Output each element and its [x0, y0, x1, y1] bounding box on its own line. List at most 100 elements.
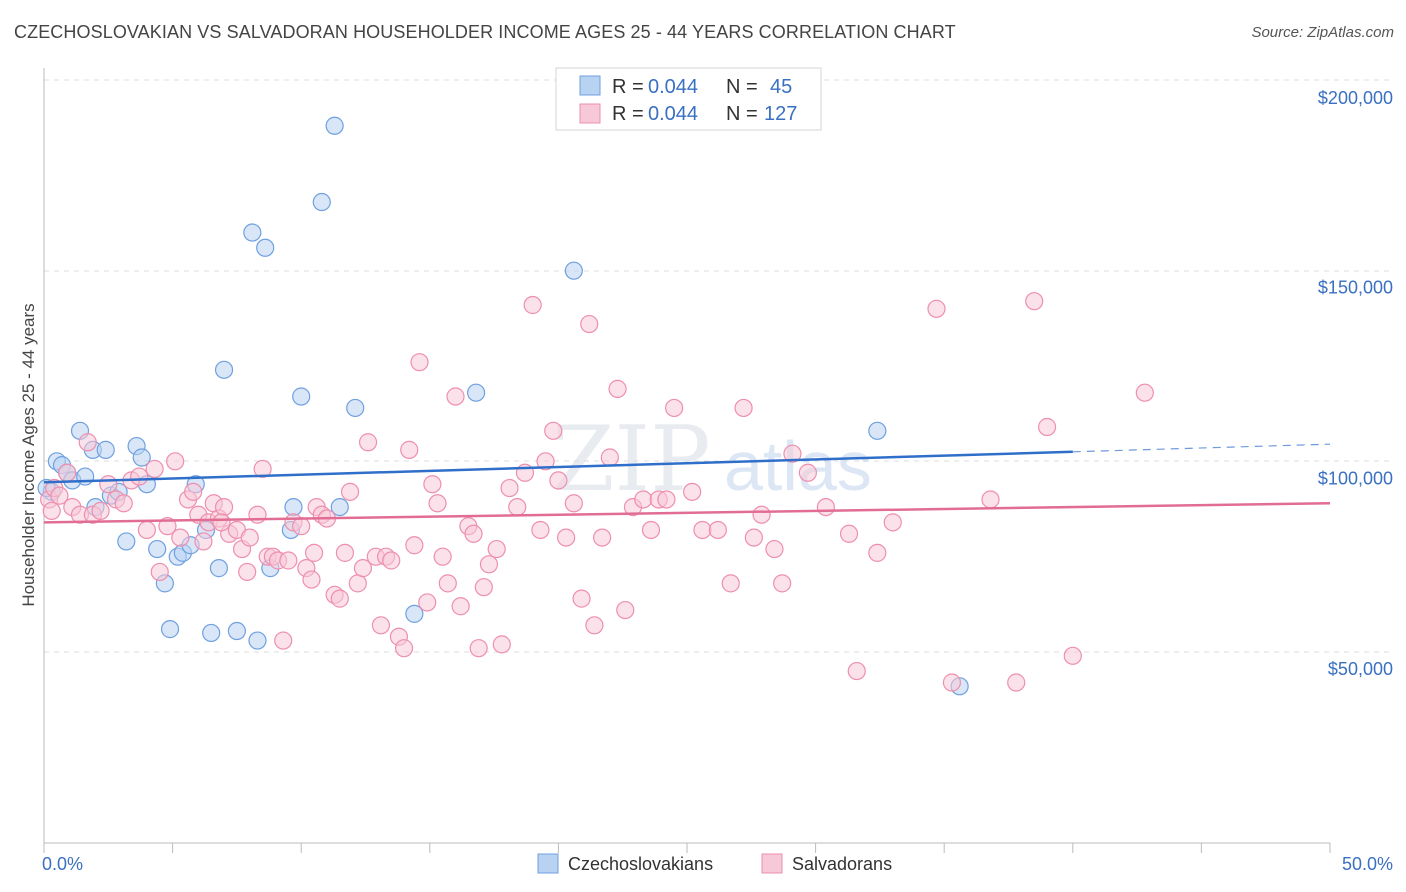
czechoslovakian-point-26 — [214, 360, 234, 379]
czechoslovakian-point-14 — [132, 448, 151, 467]
czechoslovakian-point-9 — [96, 440, 115, 459]
salvadoran-point-84 — [549, 471, 568, 490]
salvadoran-point-66 — [433, 547, 452, 566]
salvadoran-point-48 — [330, 589, 349, 608]
czechoslovakian-point-6 — [76, 467, 95, 486]
salvadoran-point-75 — [487, 539, 506, 559]
salvadoran-point-8 — [91, 501, 110, 521]
salvadoran-point-72 — [469, 639, 488, 658]
salvadoran-point-6 — [78, 433, 97, 452]
czechoslovakian-point-18 — [160, 620, 180, 639]
czechoslovakian-point-12 — [117, 532, 136, 551]
salvadoran-point-85 — [557, 528, 576, 547]
salvadoran-point-43 — [302, 570, 321, 589]
czechoslovakian-point-39 — [405, 604, 424, 623]
salvadoran-point-101 — [693, 520, 712, 540]
legend-bottom: Czechoslovakians Salvadorans — [537, 853, 892, 874]
salvadoran-point-107 — [765, 539, 784, 559]
x-tick-label-max: 50.0% — [1342, 854, 1393, 874]
legend-r-label-0: R = — [612, 76, 644, 98]
salvadoran-point-73 — [474, 578, 493, 597]
salvadoran-point-53 — [358, 433, 378, 452]
bottom-legend-czechoslovakians: Czechoslovakians — [568, 854, 713, 874]
salvadoran-point-23 — [194, 532, 213, 551]
salvadoran-point-41 — [292, 517, 311, 536]
legend-n-label-1: N = — [726, 103, 758, 125]
salvadoran-point-55 — [371, 616, 391, 635]
axes — [43, 68, 1331, 853]
salvadoran-point-3 — [58, 463, 77, 482]
salvadoran-point-125 — [212, 513, 231, 532]
legend-n-label-0: N = — [726, 76, 758, 98]
czechoslovakian-point-38 — [346, 398, 365, 418]
y-tick-labels: $200,000 $150,000 $100,000 $50,000 — [1318, 88, 1393, 679]
salvadoran-point-102 — [708, 520, 727, 540]
legend-top: R = 0.044 N = 45 R = 0.044 N = 127 — [555, 67, 822, 131]
legend-r-value-0: 0.044 — [648, 76, 698, 98]
salvadoran-point-76 — [492, 635, 511, 654]
x-tick-label-min: 0.0% — [42, 854, 83, 874]
salvadoran-point-15 — [145, 459, 164, 479]
salvadoran-point-49 — [335, 543, 355, 562]
salvadoran-point-14 — [137, 520, 156, 540]
y-tick-label-2: $100,000 — [1318, 468, 1393, 488]
czechoslovakian-point-33 — [284, 497, 303, 517]
salvadoran-point-80 — [523, 295, 542, 315]
salvadoran-point-109 — [783, 444, 802, 463]
salvadoran-point-110 — [798, 463, 817, 482]
salvadoran-point-88 — [580, 314, 599, 334]
salvadoran-point-31 — [238, 562, 257, 582]
salvadoran-point-114 — [868, 543, 887, 562]
salvadoran-point-50 — [340, 482, 360, 501]
salvadoran-point-90 — [593, 528, 612, 547]
salvadoran-point-57 — [382, 551, 401, 570]
salvadoran-point-77 — [500, 478, 519, 498]
salvadoran-point-119 — [1007, 673, 1026, 692]
series-czechoslovakians-points — [37, 116, 969, 696]
salvadoran-point-11 — [114, 494, 133, 513]
salvadoran-point-106 — [752, 505, 771, 524]
salvadoran-point-126 — [304, 543, 324, 562]
legend-r-label-1: R = — [612, 103, 644, 125]
salvadoran-point-64 — [423, 475, 442, 494]
legend-swatch-czechoslovakians — [579, 75, 601, 96]
salvadoran-point-111 — [816, 497, 835, 517]
czechoslovakian-point-40 — [466, 383, 486, 402]
salvadoran-point-34 — [253, 459, 272, 479]
bottom-legend-swatch-czechoslovakians — [537, 853, 559, 874]
salvadoran-point-81 — [531, 520, 550, 540]
czechoslovakian-point-29 — [248, 631, 267, 650]
salvadoran-point-61 — [405, 536, 424, 555]
salvadoran-point-83 — [544, 421, 563, 440]
czechoslovakian-point-42 — [868, 421, 887, 440]
salvadoran-point-120 — [1025, 292, 1044, 311]
salvadoran-point-38 — [274, 631, 293, 650]
czechoslovakian-point-41 — [564, 261, 583, 280]
salvadoran-point-52 — [353, 559, 373, 578]
salvadoran-point-118 — [981, 490, 1000, 509]
watermark-atlas: atlas — [724, 427, 872, 505]
czechoslovakian-point-34 — [292, 387, 311, 406]
salvadoran-point-78 — [508, 497, 527, 517]
salvadoran-point-60 — [400, 440, 419, 459]
salvadoran-point-104 — [734, 398, 753, 418]
salvadoran-point-91 — [600, 448, 619, 467]
salvadoran-point-74 — [479, 555, 499, 574]
legend-n-value-1: 127 — [764, 103, 797, 125]
czechoslovakian-point-25 — [209, 559, 228, 578]
salvadoran-point-33 — [248, 505, 267, 524]
salvadoran-point-69 — [451, 597, 470, 616]
legend-n-value-0: 45 — [770, 76, 792, 98]
trend-line-czechoslovakians-extension — [1072, 443, 1331, 453]
chart-title: CZECHOSLOVAKIAN VS SALVADORAN HOUSEHOLDE… — [14, 22, 956, 42]
salvadoran-point-112 — [839, 524, 859, 543]
salvadoran-point-124 — [42, 501, 61, 521]
salvadoran-point-117 — [942, 673, 962, 692]
salvadoran-point-2 — [50, 486, 69, 505]
salvadoran-point-67 — [438, 574, 457, 593]
salvadoran-point-122 — [1063, 646, 1082, 665]
salvadoran-point-95 — [634, 490, 653, 509]
salvadoran-point-51 — [348, 574, 367, 593]
salvadoran-point-86 — [564, 494, 583, 513]
